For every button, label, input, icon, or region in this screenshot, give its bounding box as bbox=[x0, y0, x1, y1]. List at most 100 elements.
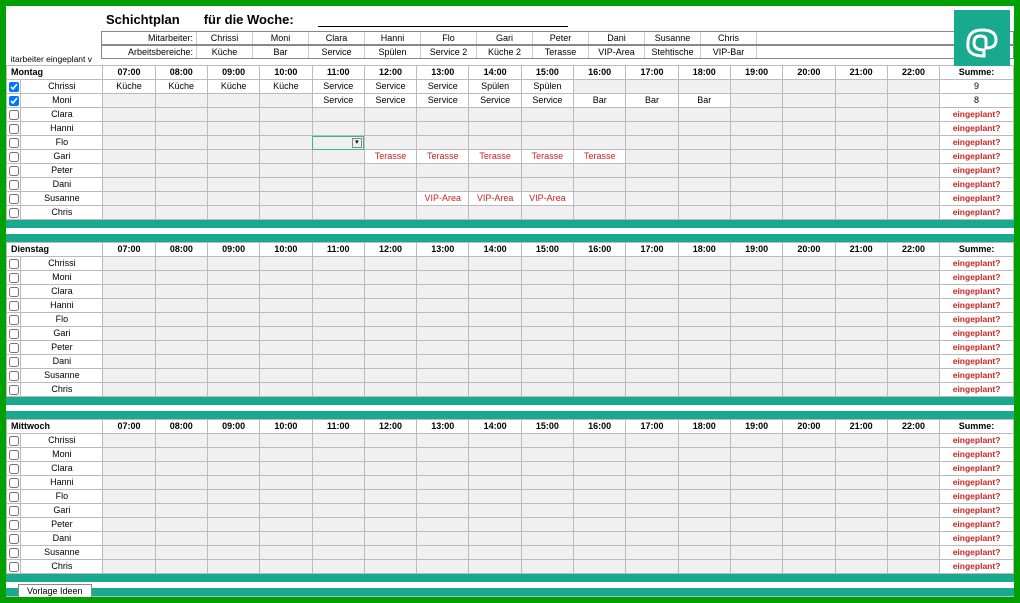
shift-cell[interactable]: Service bbox=[417, 94, 469, 108]
shift-cell[interactable] bbox=[835, 136, 887, 150]
shift-cell[interactable] bbox=[678, 257, 730, 271]
shift-cell[interactable] bbox=[417, 341, 469, 355]
shift-cell[interactable] bbox=[155, 313, 207, 327]
shift-cell[interactable] bbox=[260, 285, 312, 299]
shift-cell[interactable] bbox=[103, 257, 155, 271]
row-checkbox[interactable] bbox=[9, 534, 19, 544]
shift-cell[interactable] bbox=[835, 518, 887, 532]
shift-cell[interactable] bbox=[835, 192, 887, 206]
shift-cell[interactable] bbox=[103, 164, 155, 178]
shift-cell[interactable] bbox=[260, 122, 312, 136]
shift-cell[interactable] bbox=[678, 462, 730, 476]
shift-cell[interactable]: Service bbox=[417, 80, 469, 94]
shift-cell[interactable] bbox=[835, 313, 887, 327]
shift-cell[interactable] bbox=[469, 355, 521, 369]
row-checkbox[interactable] bbox=[9, 194, 19, 204]
shift-cell[interactable] bbox=[730, 327, 782, 341]
shift-cell[interactable] bbox=[417, 108, 469, 122]
shift-cell[interactable] bbox=[574, 448, 626, 462]
shift-cell[interactable] bbox=[678, 355, 730, 369]
shift-cell[interactable] bbox=[260, 257, 312, 271]
shift-cell[interactable] bbox=[574, 341, 626, 355]
row-checkbox-cell[interactable] bbox=[7, 434, 21, 448]
shift-cell[interactable] bbox=[730, 257, 782, 271]
shift-cell[interactable] bbox=[626, 313, 678, 327]
shift-cell[interactable] bbox=[783, 178, 835, 192]
shift-cell[interactable] bbox=[887, 80, 939, 94]
shift-cell[interactable] bbox=[155, 94, 207, 108]
shift-cell[interactable] bbox=[260, 313, 312, 327]
shift-cell[interactable] bbox=[574, 299, 626, 313]
shift-cell[interactable] bbox=[887, 108, 939, 122]
shift-cell[interactable]: Küche bbox=[103, 80, 155, 94]
shift-cell[interactable] bbox=[364, 271, 416, 285]
shift-cell[interactable] bbox=[260, 504, 312, 518]
shift-cell[interactable] bbox=[574, 192, 626, 206]
shift-cell[interactable]: Terasse bbox=[469, 150, 521, 164]
shift-cell[interactable] bbox=[155, 560, 207, 574]
shift-cell[interactable] bbox=[574, 490, 626, 504]
shift-cell[interactable] bbox=[626, 257, 678, 271]
shift-cell[interactable] bbox=[783, 164, 835, 178]
shift-cell[interactable] bbox=[887, 560, 939, 574]
shift-cell[interactable] bbox=[469, 383, 521, 397]
shift-cell[interactable] bbox=[783, 518, 835, 532]
row-checkbox-cell[interactable] bbox=[7, 504, 21, 518]
shift-cell[interactable] bbox=[626, 80, 678, 94]
shift-cell[interactable] bbox=[103, 355, 155, 369]
shift-cell[interactable] bbox=[626, 504, 678, 518]
shift-cell[interactable] bbox=[155, 355, 207, 369]
shift-cell[interactable] bbox=[835, 504, 887, 518]
shift-cell[interactable] bbox=[364, 476, 416, 490]
shift-cell[interactable] bbox=[364, 178, 416, 192]
shift-cell[interactable] bbox=[469, 122, 521, 136]
shift-cell[interactable] bbox=[207, 560, 259, 574]
shift-cell[interactable] bbox=[364, 383, 416, 397]
shift-cell[interactable] bbox=[155, 383, 207, 397]
shift-cell[interactable] bbox=[260, 560, 312, 574]
shift-cell[interactable] bbox=[103, 532, 155, 546]
shift-cell[interactable] bbox=[207, 122, 259, 136]
shift-cell[interactable] bbox=[312, 462, 364, 476]
shift-cell[interactable] bbox=[678, 504, 730, 518]
shift-cell[interactable] bbox=[364, 108, 416, 122]
shift-cell[interactable]: Bar bbox=[574, 94, 626, 108]
row-checkbox-cell[interactable] bbox=[7, 518, 21, 532]
shift-cell[interactable]: Service bbox=[364, 80, 416, 94]
shift-cell[interactable] bbox=[783, 546, 835, 560]
row-checkbox[interactable] bbox=[9, 357, 19, 367]
shift-cell[interactable] bbox=[521, 285, 573, 299]
shift-cell[interactable] bbox=[730, 490, 782, 504]
shift-cell[interactable] bbox=[207, 383, 259, 397]
shift-cell[interactable] bbox=[207, 150, 259, 164]
shift-cell[interactable] bbox=[364, 355, 416, 369]
shift-cell[interactable] bbox=[260, 532, 312, 546]
shift-cell[interactable] bbox=[574, 560, 626, 574]
shift-cell[interactable] bbox=[364, 462, 416, 476]
shift-cell[interactable] bbox=[103, 504, 155, 518]
shift-cell[interactable] bbox=[103, 462, 155, 476]
row-checkbox[interactable] bbox=[9, 152, 19, 162]
shift-cell[interactable] bbox=[207, 355, 259, 369]
shift-cell[interactable] bbox=[521, 434, 573, 448]
shift-cell[interactable] bbox=[312, 504, 364, 518]
row-checkbox[interactable] bbox=[9, 385, 19, 395]
shift-cell[interactable] bbox=[574, 285, 626, 299]
shift-cell[interactable] bbox=[887, 271, 939, 285]
shift-cell[interactable] bbox=[626, 476, 678, 490]
shift-cell[interactable] bbox=[730, 108, 782, 122]
shift-cell[interactable]: Terasse bbox=[417, 150, 469, 164]
shift-cell[interactable] bbox=[730, 150, 782, 164]
shift-cell[interactable] bbox=[103, 150, 155, 164]
shift-cell[interactable] bbox=[730, 504, 782, 518]
shift-cell[interactable] bbox=[103, 341, 155, 355]
shift-cell[interactable] bbox=[574, 327, 626, 341]
shift-cell[interactable] bbox=[207, 327, 259, 341]
shift-cell[interactable] bbox=[521, 164, 573, 178]
row-checkbox-cell[interactable] bbox=[7, 476, 21, 490]
shift-cell[interactable] bbox=[312, 532, 364, 546]
shift-cell[interactable] bbox=[417, 327, 469, 341]
shift-cell[interactable] bbox=[887, 448, 939, 462]
shift-cell[interactable] bbox=[207, 257, 259, 271]
shift-cell[interactable] bbox=[417, 518, 469, 532]
